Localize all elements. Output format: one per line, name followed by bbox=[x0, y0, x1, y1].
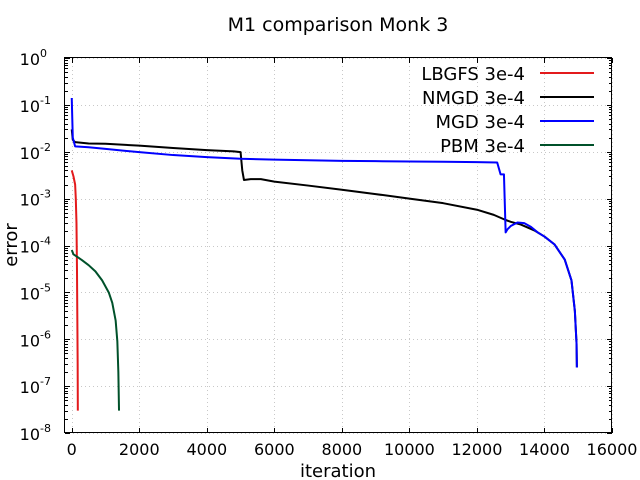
x-tick-label: 14000 bbox=[519, 440, 570, 459]
chart-title: M1 comparison Monk 3 bbox=[228, 14, 449, 36]
series-line bbox=[70, 170, 79, 411]
x-tick-labels: 0 2000 4000 6000 8000 10000 12000 14000 16000 bbox=[67, 440, 638, 459]
y-axis-label: error bbox=[1, 223, 22, 267]
plot-lines bbox=[70, 98, 578, 411]
y-tick-exponent: 0 bbox=[40, 47, 47, 60]
legend-label: PBM 3e-4 bbox=[440, 136, 525, 157]
x-tick-label: 4000 bbox=[186, 440, 227, 459]
y-tick-exponent: -7 bbox=[40, 375, 51, 388]
x-tick-label: 6000 bbox=[254, 440, 295, 459]
y-tick-label: 10 bbox=[20, 50, 40, 69]
grid bbox=[65, 58, 613, 434]
y-tick-label: 10 bbox=[20, 144, 40, 163]
x-tick-label: 10000 bbox=[384, 440, 435, 459]
y-tick-exponent: -6 bbox=[40, 328, 51, 341]
y-tick-exponent: -4 bbox=[40, 235, 51, 248]
y-tick-label: 10 bbox=[20, 425, 40, 444]
plot-frame bbox=[64, 57, 612, 433]
legend: LBGFS 3e-4 NMGD 3e-4 MGD 3e-4 PBM 3e-4 bbox=[421, 64, 594, 157]
y-tick-exponent: -5 bbox=[40, 281, 51, 294]
y-tick-exponent: -2 bbox=[40, 141, 51, 154]
x-tick-label: 0 bbox=[67, 440, 77, 459]
y-tick-label: 10 bbox=[20, 331, 40, 350]
x-axis-label: iteration bbox=[300, 461, 376, 480]
x-tick-label: 8000 bbox=[322, 440, 363, 459]
series-line bbox=[70, 98, 578, 368]
ticks bbox=[65, 58, 613, 434]
series-line bbox=[70, 249, 121, 411]
y-tick-label: 10 bbox=[20, 284, 40, 303]
x-tick-label: 16000 bbox=[587, 440, 638, 459]
y-tick-exponent: -3 bbox=[40, 188, 51, 201]
y-tick-exponent: -1 bbox=[40, 94, 51, 107]
legend-label: MGD 3e-4 bbox=[435, 112, 525, 133]
legend-label: LBGFS 3e-4 bbox=[421, 64, 525, 85]
x-tick-label: 12000 bbox=[451, 440, 502, 459]
y-tick-label: 10 bbox=[20, 378, 40, 397]
y-tick-label: 10 bbox=[20, 238, 40, 257]
y-tick-label: 10 bbox=[20, 97, 40, 116]
x-tick-label: 2000 bbox=[119, 440, 160, 459]
y-tick-exponent: -8 bbox=[40, 422, 51, 435]
legend-label: NMGD 3e-4 bbox=[422, 88, 525, 109]
y-tick-label: 10 bbox=[20, 191, 40, 210]
